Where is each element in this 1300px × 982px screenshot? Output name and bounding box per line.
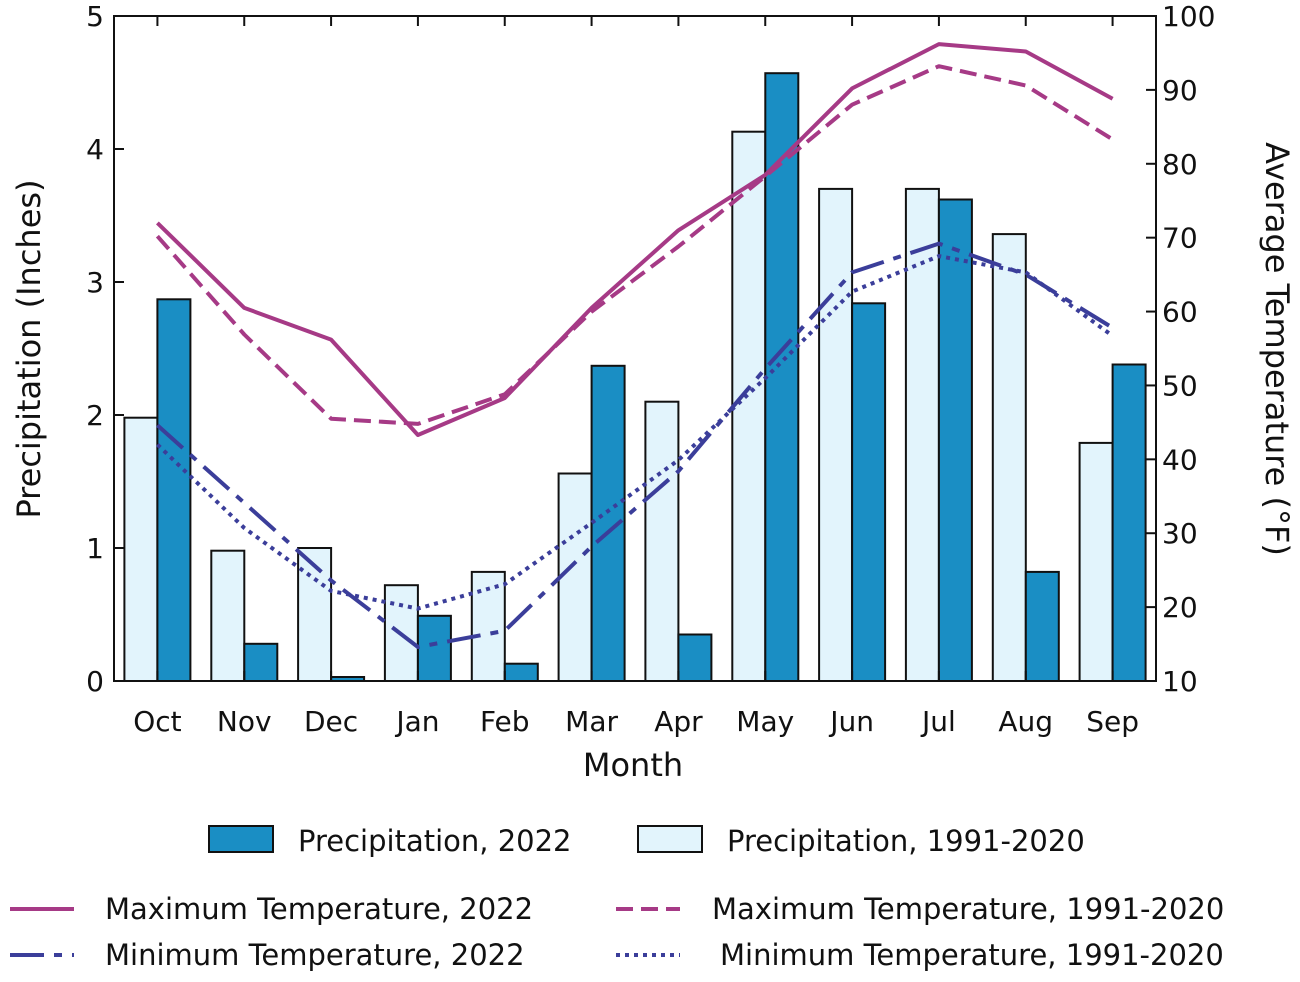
bar-precip-normal-nov: [210, 549, 246, 683]
bar-precip-normal-jun: [818, 187, 854, 682]
line-minimum-temperature-2022: [156, 241, 1114, 649]
x-tick-label-apr: Apr: [654, 705, 703, 738]
x-tick-label-feb: Feb: [480, 705, 530, 738]
left-tick-label: 0: [86, 665, 104, 698]
right-tick-label: 10: [1162, 665, 1198, 698]
right-tick-label: 30: [1162, 517, 1198, 550]
legend-label-max-2022: Maximum Temperature, 2022: [105, 892, 533, 926]
legend-label-max-normal: Maximum Temperature, 1991-2020: [712, 892, 1224, 926]
left-tick-label: 1: [86, 532, 104, 565]
x-tick-label-may: May: [736, 705, 794, 738]
left-tick-label: 3: [86, 266, 104, 299]
legend-label-precip-normal: Precipitation, 1991-2020: [727, 824, 1085, 858]
right-tick-label: 100: [1162, 0, 1215, 33]
bar-precip-normal-aug: [991, 233, 1027, 682]
legend-label-min-2022: Minimum Temperature, 2022: [105, 938, 525, 972]
bar-precip-normal-dec: [297, 547, 333, 682]
x-tick-label-jun: Jun: [828, 705, 874, 738]
legend-label-precip-2022: Precipitation, 2022: [298, 824, 572, 858]
x-tick-label-dec: Dec: [304, 705, 358, 738]
left-tick-label: 2: [86, 399, 104, 432]
bar-precip-2022-may: [764, 72, 800, 682]
bar-precip-2022-nov: [243, 642, 279, 682]
x-tick-label-jan: Jan: [394, 705, 439, 738]
legend-swatch-precip-2022: [208, 825, 274, 853]
x-axis-title: Month: [583, 746, 683, 784]
bar-precip-normal-oct: [123, 416, 159, 682]
left-tick-label: 5: [86, 0, 104, 33]
legend: Precipitation, 2022 Precipitation, 1991-…: [10, 824, 1224, 972]
lines-layer: [155, 42, 1114, 649]
bar-precip-normal-sep: [1078, 441, 1114, 682]
right-tick-label: 40: [1162, 443, 1198, 476]
bar-precip-2022-aug: [1024, 570, 1060, 683]
x-tick-label-aug: Aug: [998, 705, 1053, 738]
legend-label-min-normal: Minimum Temperature, 1991-2020: [720, 938, 1224, 972]
right-tick-label: 70: [1162, 222, 1198, 255]
left-tick-label: 4: [86, 133, 104, 166]
right-tick-label: 90: [1162, 74, 1198, 107]
bar-precip-2022-jul: [937, 198, 973, 682]
line-maximum-temperature-2022: [156, 42, 1114, 437]
left-axis-title: Precipitation (Inches): [10, 179, 48, 518]
bar-precip-normal-may: [731, 130, 767, 682]
ticks-layer: 0 1 2 3 4 5 10 20 30 40 50 60 70 80 90 100 Oct Nov Dec Jan F…: [86, 0, 1215, 738]
bar-precip-normal-mar: [557, 472, 593, 682]
legend-swatch-precip-normal: [637, 825, 703, 853]
x-tick-label-nov: Nov: [217, 705, 272, 738]
line-maximum-temperature-1991-2020: [155, 64, 1114, 426]
bars-layer: [123, 72, 1147, 683]
bar-precip-2022-oct: [156, 298, 192, 682]
x-tick-label-jul: Jul: [920, 705, 956, 738]
bar-precip-2022-jun: [851, 302, 887, 682]
bar-precip-2022-jan: [416, 614, 452, 682]
plot-area-frame: [113, 15, 1157, 682]
right-tick-label: 80: [1162, 148, 1198, 181]
bar-precip-2022-sep: [1111, 363, 1147, 682]
right-tick-label: 50: [1162, 369, 1198, 402]
line-minimum-temperature-1991-2020: [156, 254, 1114, 611]
bar-precip-2022-feb: [503, 662, 539, 683]
bar-precip-normal-apr: [644, 400, 680, 682]
x-tick-label-sep: Sep: [1086, 705, 1139, 738]
right-axis-title: Average Temperature (°F): [1258, 142, 1296, 556]
right-tick-label: 20: [1162, 591, 1198, 624]
bar-precip-2022-apr: [677, 633, 713, 682]
x-tick-label-mar: Mar: [565, 705, 618, 738]
x-tick-label-oct: Oct: [133, 705, 181, 738]
right-tick-label: 60: [1162, 296, 1198, 329]
